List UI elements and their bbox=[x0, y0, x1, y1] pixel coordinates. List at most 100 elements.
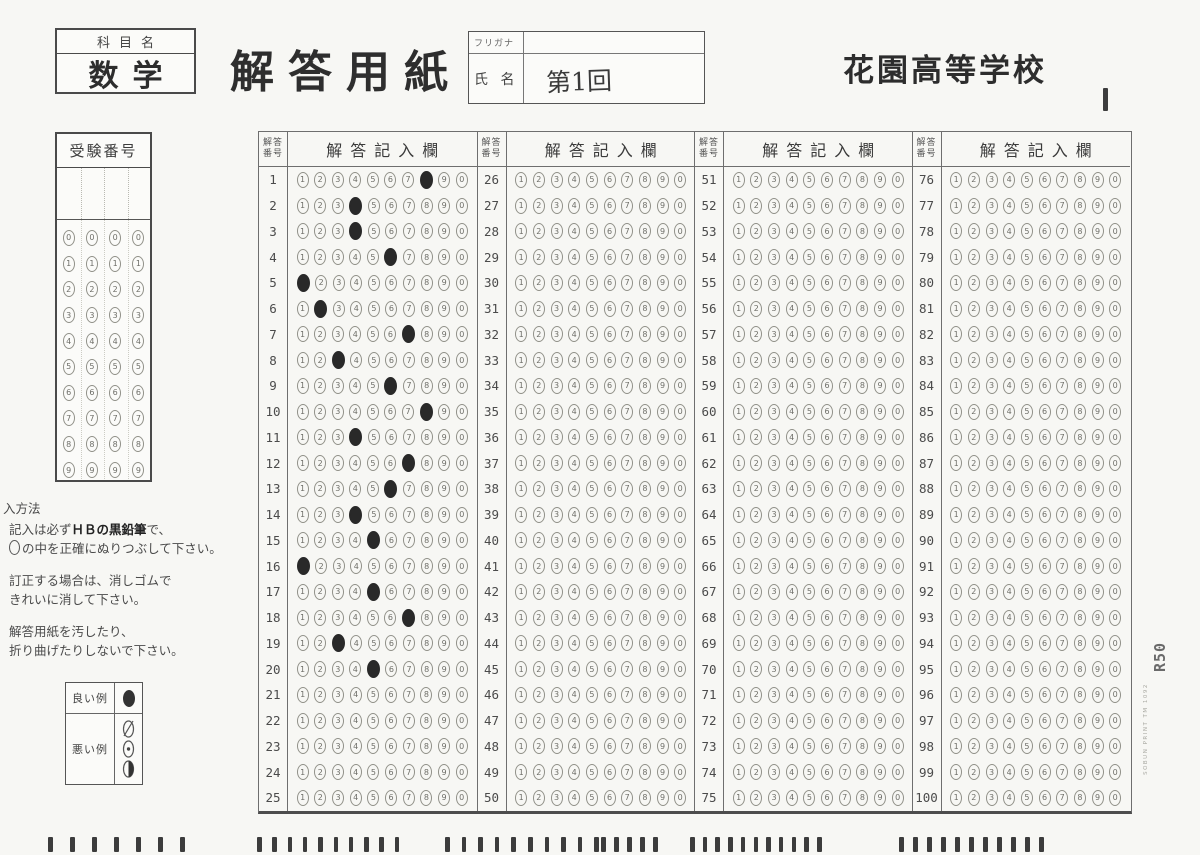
answer-bubble[interactable]: 1 bbox=[950, 686, 963, 703]
answer-bubble[interactable]: 9 bbox=[656, 171, 669, 188]
answer-bubble[interactable]: 9 bbox=[438, 635, 451, 652]
answer-bubble[interactable]: 6 bbox=[603, 455, 616, 472]
answer-bubble[interactable]: 1 bbox=[732, 712, 745, 729]
answer-bubble[interactable]: 0 bbox=[455, 403, 468, 420]
answer-bubble[interactable]: 0 bbox=[674, 377, 687, 394]
answer-bubble[interactable]: 1 bbox=[515, 635, 528, 652]
answer-bubble[interactable]: 4 bbox=[1003, 712, 1016, 729]
answer-bubble[interactable]: 0 bbox=[674, 326, 687, 343]
answer-bubble[interactable]: 7 bbox=[838, 558, 851, 575]
answer-bubble[interactable]: 3 bbox=[331, 532, 344, 549]
answer-bubble[interactable]: 2 bbox=[967, 764, 980, 781]
answer-bubble[interactable]: 1 bbox=[732, 609, 745, 626]
answer-bubble[interactable]: 8 bbox=[856, 764, 869, 781]
answer-bubble[interactable]: 9 bbox=[1091, 583, 1104, 600]
answer-bubble[interactable]: 4 bbox=[568, 635, 581, 652]
answer-bubble[interactable]: 8 bbox=[638, 326, 651, 343]
answer-bubble[interactable]: 2 bbox=[750, 197, 763, 214]
answer-bubble[interactable]: 2 bbox=[314, 326, 327, 343]
answer-bubble[interactable]: 2 bbox=[314, 609, 327, 626]
answer-bubble[interactable]: 9 bbox=[656, 249, 669, 266]
answer-bubble[interactable]: 8 bbox=[420, 377, 433, 394]
exam-number-bubble[interactable]: 5 bbox=[62, 358, 75, 375]
answer-bubble[interactable]: 1 bbox=[515, 686, 528, 703]
answer-bubble[interactable]: 2 bbox=[967, 197, 980, 214]
answer-bubble[interactable]: 9 bbox=[438, 506, 451, 523]
answer-bubble[interactable]: 5 bbox=[585, 274, 598, 291]
answer-bubble[interactable]: 0 bbox=[1109, 455, 1122, 472]
answer-bubble[interactable]: 8 bbox=[856, 480, 869, 497]
answer-bubble[interactable]: 6 bbox=[1038, 274, 1051, 291]
answer-bubble[interactable]: 1 bbox=[732, 403, 745, 420]
exam-number-bubble[interactable]: 1 bbox=[132, 255, 145, 272]
answer-bubble[interactable]: 0 bbox=[1109, 274, 1122, 291]
exam-number-bubble[interactable]: 0 bbox=[62, 229, 75, 246]
answer-bubble[interactable]: 6 bbox=[821, 197, 834, 214]
answer-bubble[interactable]: 3 bbox=[985, 712, 998, 729]
answer-bubble[interactable]: 6 bbox=[384, 248, 398, 267]
answer-bubble[interactable]: 5 bbox=[367, 506, 380, 523]
answer-bubble[interactable]: 6 bbox=[1038, 635, 1051, 652]
answer-bubble[interactable]: 4 bbox=[349, 686, 362, 703]
exam-number-bubble[interactable]: 1 bbox=[109, 255, 122, 272]
answer-bubble[interactable]: 4 bbox=[785, 326, 798, 343]
answer-bubble[interactable]: 3 bbox=[985, 558, 998, 575]
answer-bubble[interactable]: 4 bbox=[349, 480, 362, 497]
answer-bubble[interactable]: 6 bbox=[385, 789, 398, 806]
answer-bubble[interactable]: 7 bbox=[402, 171, 415, 188]
answer-bubble[interactable]: 6 bbox=[385, 635, 398, 652]
answer-bubble[interactable]: 8 bbox=[420, 738, 433, 755]
answer-bubble[interactable]: 0 bbox=[455, 635, 468, 652]
answer-bubble[interactable]: 7 bbox=[403, 274, 416, 291]
answer-bubble[interactable]: 3 bbox=[985, 635, 998, 652]
answer-bubble[interactable]: 2 bbox=[314, 661, 327, 678]
exam-number-bubble[interactable]: 1 bbox=[62, 255, 75, 272]
answer-bubble[interactable]: 9 bbox=[438, 171, 451, 188]
answer-bubble[interactable]: 2 bbox=[967, 583, 980, 600]
answer-bubble[interactable]: 4 bbox=[349, 222, 363, 241]
answer-bubble[interactable]: 0 bbox=[455, 352, 468, 369]
answer-bubble[interactable]: 9 bbox=[656, 738, 669, 755]
exam-number-bubble[interactable]: 9 bbox=[132, 462, 145, 479]
answer-bubble[interactable]: 7 bbox=[1056, 532, 1069, 549]
answer-bubble[interactable]: 5 bbox=[585, 455, 598, 472]
answer-bubble[interactable]: 4 bbox=[568, 558, 581, 575]
answer-bubble[interactable]: 1 bbox=[296, 171, 309, 188]
answer-bubble[interactable]: 6 bbox=[1038, 789, 1051, 806]
answer-bubble[interactable]: 9 bbox=[438, 455, 451, 472]
answer-bubble[interactable]: 5 bbox=[367, 352, 380, 369]
answer-bubble[interactable]: 4 bbox=[349, 661, 362, 678]
answer-bubble[interactable]: 8 bbox=[638, 686, 651, 703]
answer-bubble[interactable]: 6 bbox=[1038, 223, 1051, 240]
answer-bubble[interactable]: 3 bbox=[768, 609, 781, 626]
answer-bubble[interactable]: 9 bbox=[874, 171, 887, 188]
answer-bubble[interactable]: 5 bbox=[803, 583, 816, 600]
answer-bubble[interactable]: 9 bbox=[1091, 480, 1104, 497]
answer-bubble[interactable]: 2 bbox=[314, 299, 328, 318]
answer-bubble[interactable]: 5 bbox=[803, 171, 816, 188]
answer-bubble[interactable]: 9 bbox=[656, 455, 669, 472]
answer-bubble[interactable]: 5 bbox=[585, 532, 598, 549]
answer-bubble[interactable]: 8 bbox=[638, 661, 651, 678]
answer-bubble[interactable]: 2 bbox=[532, 223, 545, 240]
answer-bubble[interactable]: 0 bbox=[1109, 764, 1122, 781]
answer-bubble[interactable]: 9 bbox=[656, 764, 669, 781]
answer-bubble[interactable]: 8 bbox=[1073, 789, 1086, 806]
answer-bubble[interactable]: 0 bbox=[891, 558, 904, 575]
answer-bubble[interactable]: 7 bbox=[403, 352, 416, 369]
answer-bubble[interactable]: 4 bbox=[568, 712, 581, 729]
answer-bubble[interactable]: 6 bbox=[1038, 377, 1051, 394]
answer-bubble[interactable]: 8 bbox=[856, 352, 869, 369]
answer-bubble[interactable]: 3 bbox=[985, 249, 998, 266]
furigana-field[interactable] bbox=[524, 32, 704, 54]
answer-bubble[interactable]: 8 bbox=[856, 197, 869, 214]
answer-bubble[interactable]: 2 bbox=[314, 506, 327, 523]
answer-bubble[interactable]: 3 bbox=[331, 351, 345, 370]
answer-bubble[interactable]: 6 bbox=[603, 197, 616, 214]
answer-bubble[interactable]: 2 bbox=[750, 223, 763, 240]
answer-bubble[interactable]: 1 bbox=[296, 480, 309, 497]
answer-bubble[interactable]: 5 bbox=[803, 661, 816, 678]
answer-bubble[interactable]: 1 bbox=[950, 480, 963, 497]
answer-bubble[interactable]: 2 bbox=[967, 377, 980, 394]
answer-bubble[interactable]: 3 bbox=[768, 171, 781, 188]
